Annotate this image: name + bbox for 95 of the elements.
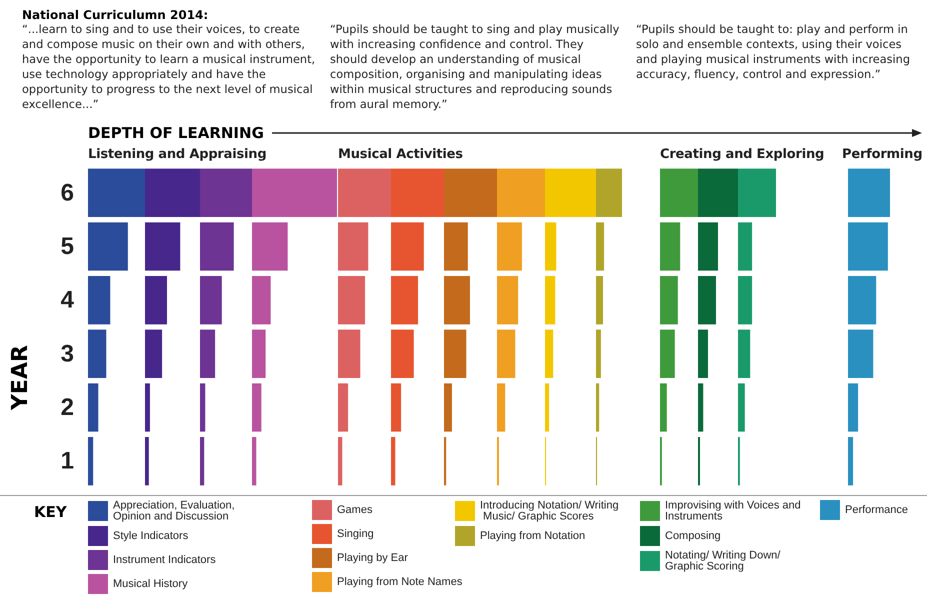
legend-label: Playing from Note Names	[337, 576, 463, 588]
bar	[200, 383, 206, 432]
bar	[738, 330, 750, 378]
chart-title: Performing	[842, 147, 922, 162]
bar	[848, 168, 890, 217]
bar	[391, 437, 396, 486]
bar	[391, 222, 424, 271]
bar	[145, 437, 149, 486]
legend-label: Performance	[845, 504, 908, 516]
bar	[698, 383, 704, 432]
bar	[596, 276, 604, 324]
bar	[545, 330, 554, 378]
bar	[660, 222, 680, 271]
legend-label: Style Indicators	[113, 530, 189, 542]
bar	[200, 222, 234, 271]
bar	[252, 222, 288, 271]
bar	[596, 383, 600, 432]
bar	[738, 222, 752, 271]
bar	[738, 276, 752, 324]
y-tick-label: 5	[60, 233, 74, 260]
bar	[88, 276, 110, 324]
bar	[444, 383, 452, 432]
text: Creating and Exploring	[660, 147, 824, 162]
bar	[660, 383, 667, 432]
bar	[848, 276, 876, 324]
y-tick-label: 4	[60, 286, 75, 314]
bar	[848, 437, 854, 486]
legend-label: Games	[337, 504, 373, 516]
bar	[88, 437, 94, 486]
bar	[444, 330, 466, 378]
bar	[848, 383, 858, 432]
bar	[252, 383, 262, 432]
bar	[88, 222, 128, 271]
bar	[88, 383, 98, 432]
bar	[848, 222, 888, 271]
bar	[391, 330, 414, 378]
legend-label: Musical History	[113, 578, 188, 590]
bar	[660, 276, 678, 324]
bar	[698, 222, 718, 271]
bar	[145, 383, 150, 432]
legend-label: Playing from Notation	[480, 530, 586, 542]
x-axis-title: DEPTH OF LEARNING	[88, 124, 264, 142]
bar	[698, 330, 708, 378]
bar	[660, 330, 675, 378]
bar	[391, 383, 402, 432]
bar	[444, 222, 468, 271]
bar	[145, 330, 162, 378]
bar	[444, 276, 470, 324]
bar	[848, 330, 874, 378]
bar	[200, 330, 216, 378]
bar	[145, 222, 180, 271]
y-tick-label: 3	[60, 340, 74, 368]
bar	[338, 222, 368, 271]
bar	[497, 276, 518, 324]
bar	[545, 222, 556, 271]
legend-label: Improvising with Voices and Instruments	[665, 500, 804, 522]
bar	[497, 222, 522, 271]
bar	[497, 330, 516, 378]
bar	[545, 383, 550, 432]
bar	[252, 276, 271, 324]
bar	[338, 383, 348, 432]
legend-label: Playing by Ear	[337, 552, 408, 564]
legend-label: Singing	[337, 528, 374, 540]
bar	[200, 276, 222, 324]
bar	[596, 222, 604, 271]
bar	[252, 437, 256, 486]
chart-title: Musical Activities	[338, 147, 463, 162]
text: National Curriculumn 2014:	[22, 8, 208, 22]
text: Listening and Appraising	[88, 147, 266, 162]
bar	[338, 276, 366, 324]
legend-label: Notating/ Writing Down/ Graphic Scoring	[665, 550, 784, 572]
y-tick-label: 1	[60, 448, 74, 475]
text: “...learn to sing and to use their voices, to create and compose music on their own and with others, have the opportunity to learn a musical instrument, use technology appropriately and have the opportunity to progress to the next level of musical excellence...”	[22, 22, 316, 112]
bar	[200, 437, 204, 486]
bar	[338, 330, 360, 378]
text: “Pupils should be taught to sing and play musically with increasing confidence and control. They should develop an understanding of musical composition, organising and manipulating ideas within musical structures and reproducing sounds from aural memory.”	[330, 22, 620, 112]
legend-label: Composing	[665, 530, 721, 542]
bar	[88, 330, 106, 378]
y-tick-label: 2	[60, 394, 74, 421]
legend-label: Introducing Notation/ Writing Music/ Graphic Scores	[480, 500, 619, 522]
legend-label: Instrument Indicators	[113, 554, 216, 566]
bar	[252, 330, 266, 378]
bar	[596, 330, 601, 378]
bar	[391, 276, 418, 324]
bar	[545, 276, 556, 324]
y-tick-label: 6	[60, 179, 74, 206]
bar	[698, 276, 716, 324]
y-axis-title: YEAR	[8, 344, 33, 410]
bar	[738, 383, 745, 432]
legend-title: KEY	[34, 503, 67, 521]
bar	[145, 276, 167, 324]
legend-label: Appreciation, Evaluation, Opinion and Discussion	[113, 500, 238, 522]
bar	[338, 437, 342, 486]
text: “Pupils should be taught to: play and perform in solo and ensemble contexts, using their voices and playing musical instruments with increasing accuracy, fluency, control and expression.”	[636, 22, 912, 82]
bar	[497, 383, 506, 432]
